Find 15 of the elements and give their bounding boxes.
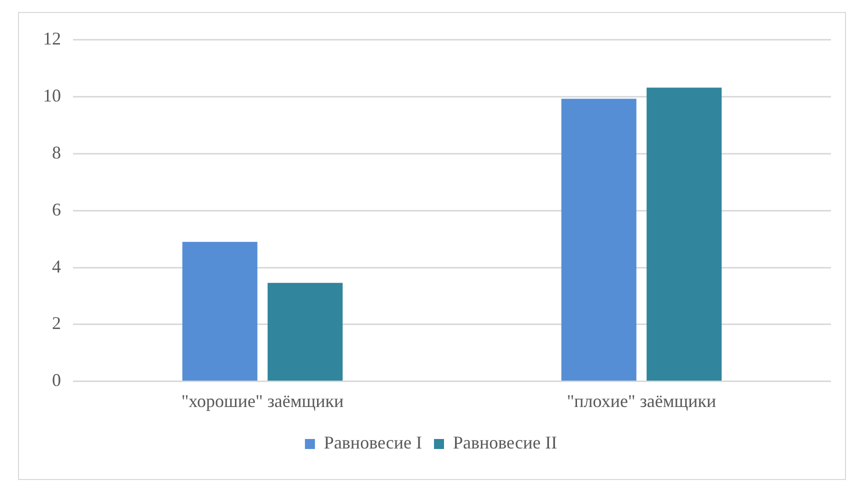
y-tick-label: 10 — [43, 85, 61, 106]
bar — [268, 282, 343, 381]
y-tick-label: 0 — [52, 370, 61, 390]
legend-label: Равновесие II — [453, 432, 558, 453]
y-tick-label: 6 — [52, 199, 61, 220]
x-tick-label: "хорошие" заёмщики — [181, 390, 344, 411]
y-tick-label: 4 — [52, 256, 61, 276]
legend-label: Равновесие I — [324, 432, 422, 453]
y-tick-label: 2 — [52, 313, 61, 334]
bar — [561, 98, 636, 381]
bar — [182, 242, 258, 381]
bar — [646, 88, 722, 381]
x-tick-label: "плохие" заёмщики — [566, 390, 717, 411]
y-tick-label: 8 — [52, 142, 61, 162]
y-tick-label: 12 — [43, 28, 61, 49]
